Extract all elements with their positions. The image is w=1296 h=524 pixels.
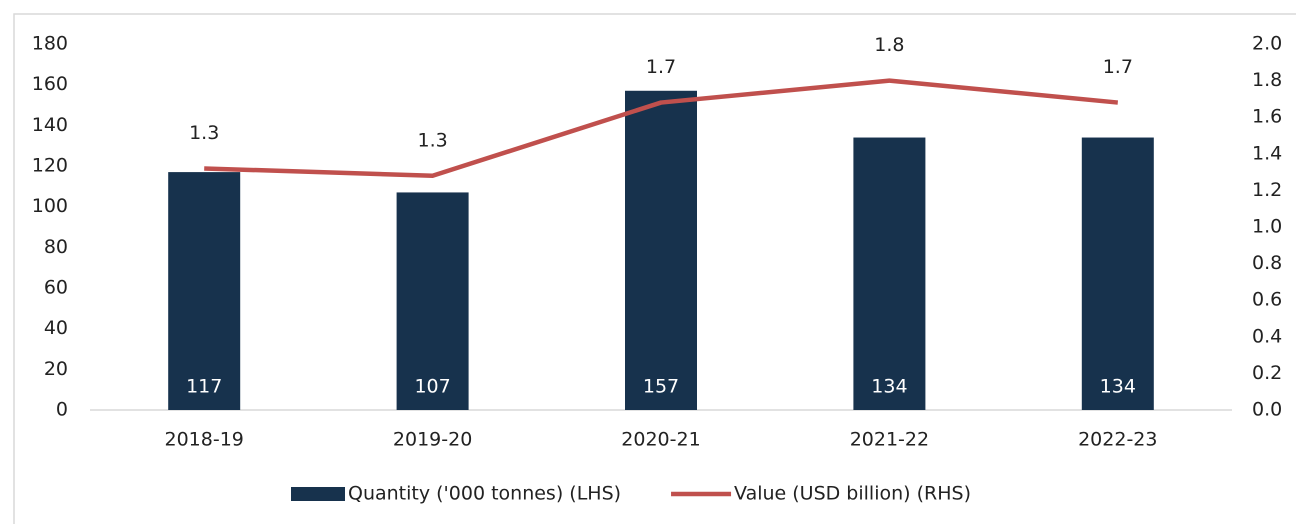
x-tick-label: 2018-19 — [165, 429, 244, 451]
y2-tick-label: 0.6 — [1252, 289, 1282, 311]
y2-tick-label: 1.6 — [1252, 106, 1282, 128]
bar-label: 134 — [1100, 376, 1136, 398]
y-tick-label: 20 — [44, 358, 68, 380]
line — [204, 78, 1119, 179]
y-tick-label: 40 — [44, 317, 68, 339]
legend-swatch — [291, 487, 345, 501]
y2-tick-label: 0.0 — [1252, 399, 1282, 421]
line-label: 1.7 — [1103, 56, 1133, 78]
y2-tick-label: 1.4 — [1252, 142, 1282, 164]
bar — [396, 192, 469, 410]
y-tick-label: 0 — [56, 399, 68, 421]
bar — [168, 172, 241, 410]
y2-tick-label: 1.8 — [1252, 69, 1282, 91]
y-tick-label: 120 — [32, 155, 68, 177]
line-label: 1.8 — [874, 34, 904, 56]
y2-tick-label: 1.2 — [1252, 179, 1282, 201]
bar-label: 117 — [186, 376, 222, 398]
y-tick-label: 140 — [32, 114, 68, 136]
y-tick-label: 100 — [32, 195, 68, 217]
y2-tick-label: 0.4 — [1252, 325, 1282, 347]
bar-label: 134 — [871, 376, 907, 398]
y-tick-label: 160 — [32, 73, 68, 95]
y-tick-label: 80 — [44, 236, 68, 258]
bar — [625, 90, 697, 411]
y-tick-label: 60 — [44, 277, 68, 299]
y-tick-label: 180 — [32, 33, 68, 55]
legend-label: Value (USD billion) (RHS) — [734, 483, 971, 505]
bar-label: 157 — [643, 376, 679, 398]
y2-tick-label: 2.0 — [1252, 33, 1282, 55]
x-tick-label: 2022-23 — [1078, 429, 1157, 451]
bar — [853, 137, 926, 411]
line-label: 1.3 — [417, 129, 447, 151]
line-label: 1.7 — [646, 56, 676, 78]
y2-tick-label: 1.0 — [1252, 216, 1282, 238]
bar — [1081, 137, 1154, 411]
line-label: 1.3 — [189, 122, 219, 144]
legend-label: Quantity ('000 tonnes) (LHS) — [348, 483, 621, 505]
x-tick-label: 2020-21 — [621, 429, 700, 451]
chart-border — [13, 13, 1296, 524]
y2-tick-label: 0.2 — [1252, 362, 1282, 384]
bar-label: 107 — [414, 376, 450, 398]
x-tick-label: 2021-22 — [850, 429, 929, 451]
x-tick-label: 2019-20 — [393, 429, 472, 451]
y2-tick-label: 0.8 — [1252, 252, 1282, 274]
